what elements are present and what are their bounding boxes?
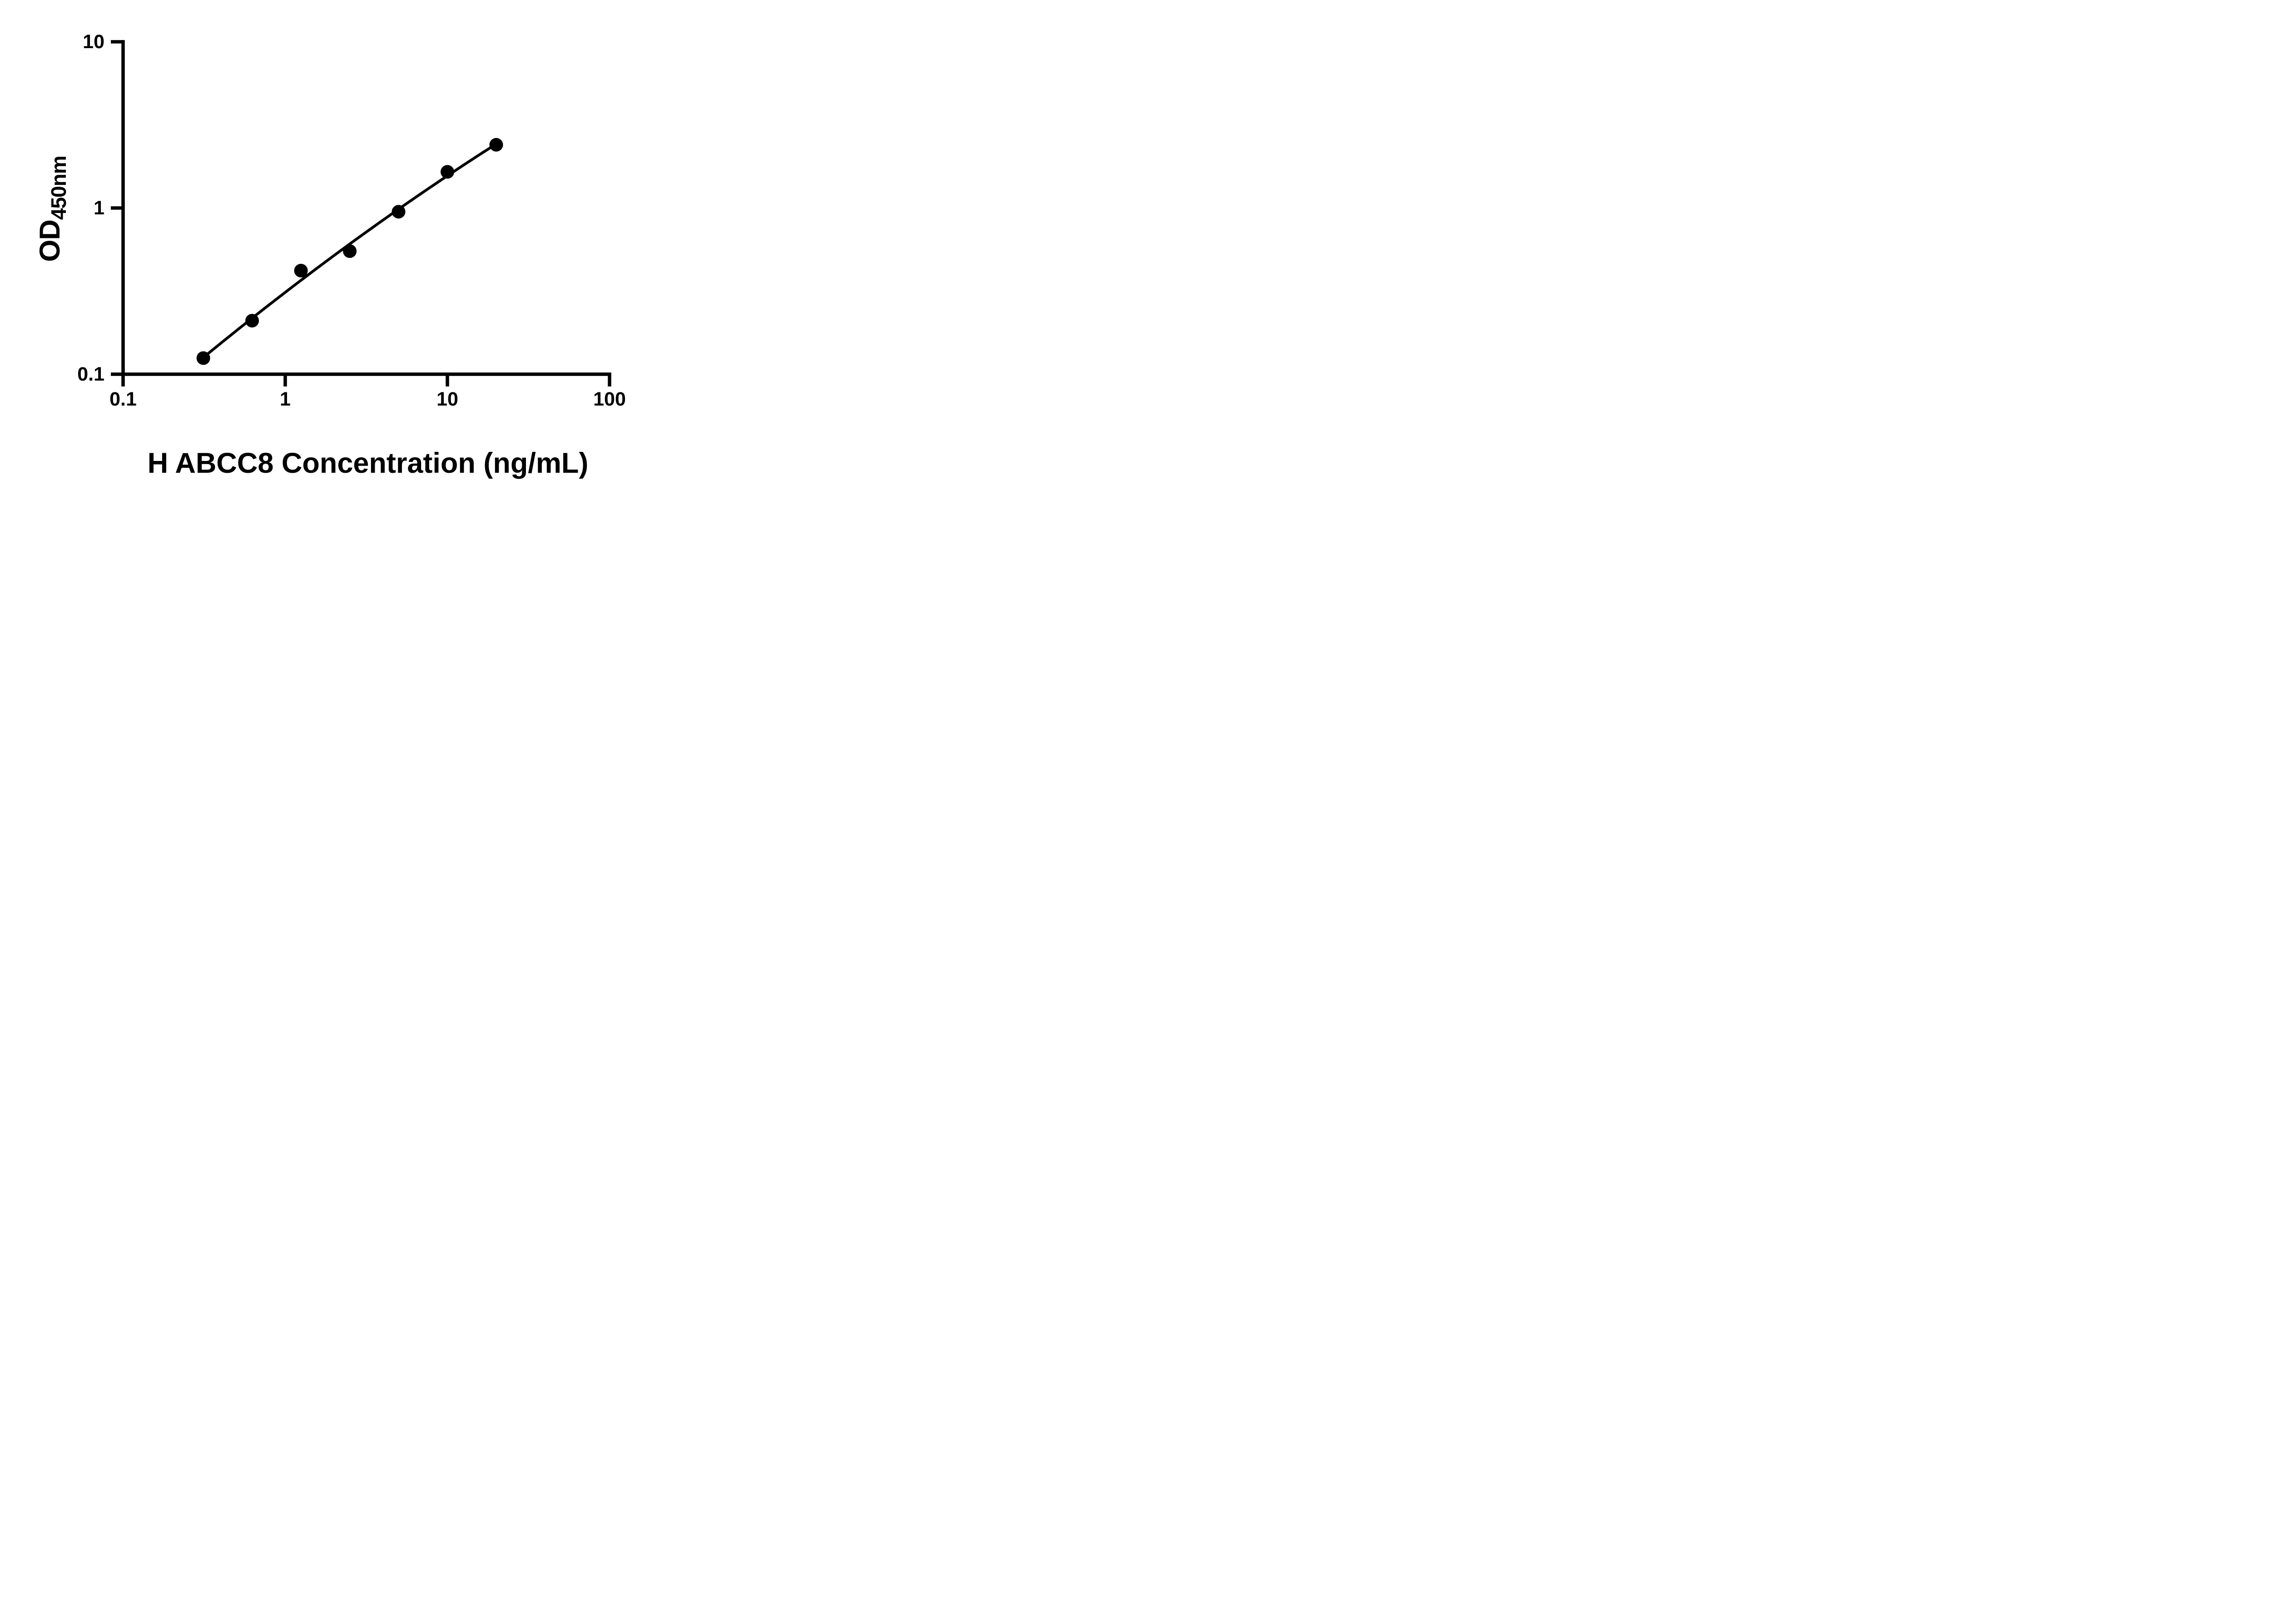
data-point bbox=[489, 138, 503, 152]
x-tick-label: 0.1 bbox=[109, 388, 137, 410]
y-axis-label-text: OD bbox=[34, 220, 66, 262]
x-tick-label: 1 bbox=[280, 388, 291, 410]
elisa-standard-curve-figure: 0.1 1 10 0.1 1 10 100 OD450nm H ABCC8 Concentr… bbox=[0, 0, 702, 495]
screenshot-canvas: 0.1 1 10 0.1 1 10 100 OD450nm H ABCC8 Concentr… bbox=[0, 0, 702, 495]
y-axis-label: OD450nm bbox=[34, 156, 71, 262]
data-point bbox=[441, 165, 454, 179]
data-point bbox=[392, 205, 406, 219]
y-tick-label: 0.1 bbox=[77, 363, 104, 385]
data-point bbox=[245, 314, 259, 328]
y-tick-label: 1 bbox=[94, 197, 104, 219]
y-tick-label: 10 bbox=[83, 31, 104, 53]
plot-area: 0.1 1 10 0.1 1 10 100 bbox=[77, 31, 626, 410]
y-axis-label-subscript: 450nm bbox=[47, 156, 70, 220]
data-point bbox=[294, 263, 308, 277]
data-point bbox=[196, 351, 210, 365]
x-tick-label: 10 bbox=[436, 388, 458, 410]
x-tick-label: 100 bbox=[593, 388, 626, 410]
data-point bbox=[343, 244, 357, 258]
x-axis-title: H ABCC8 Concentration (ng/mL) bbox=[147, 447, 589, 479]
